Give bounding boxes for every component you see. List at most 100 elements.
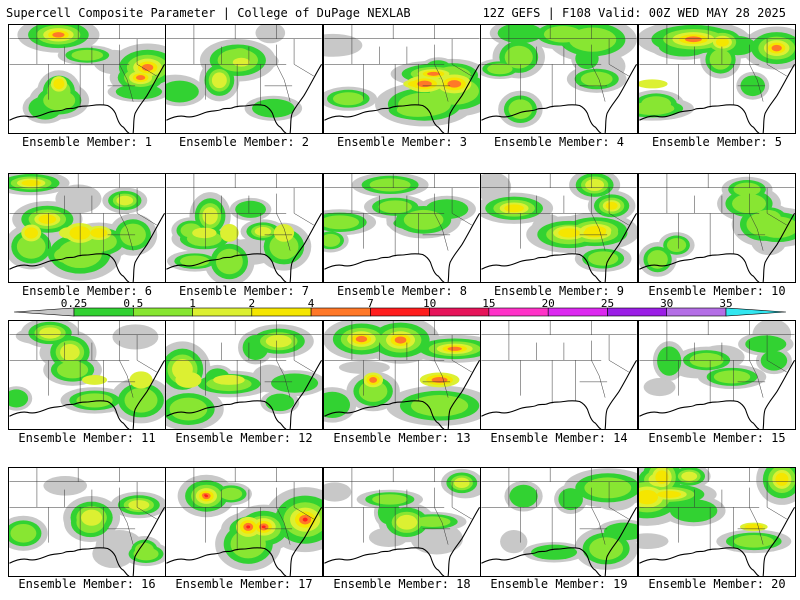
state-border bbox=[293, 187, 314, 226]
scp-blob bbox=[324, 33, 363, 57]
scp-blob bbox=[134, 542, 154, 558]
panel-map bbox=[481, 174, 637, 282]
scp-blob bbox=[302, 517, 308, 522]
scp-blob bbox=[657, 346, 682, 376]
scp-blob bbox=[713, 370, 751, 384]
scp-blob bbox=[454, 477, 470, 489]
scp-blob bbox=[332, 92, 364, 106]
scp-contour-layer bbox=[81, 500, 150, 526]
scp-blob bbox=[378, 200, 412, 214]
coastline bbox=[639, 506, 795, 576]
state-border bbox=[520, 507, 553, 551]
state-border bbox=[293, 481, 314, 520]
state-border bbox=[481, 360, 521, 396]
state-border bbox=[591, 193, 606, 251]
state-border bbox=[608, 481, 629, 520]
state-border bbox=[520, 213, 553, 257]
coastline bbox=[481, 359, 637, 429]
ensemble-member-label: Ensemble Member: 9 bbox=[493, 284, 625, 298]
state-border bbox=[520, 64, 553, 108]
scp-contour-layer bbox=[417, 71, 462, 88]
ensemble-member-label: Ensemble Member: 2 bbox=[178, 135, 310, 149]
state-border bbox=[451, 481, 472, 520]
ensemble-panel bbox=[480, 320, 638, 430]
scp-blob bbox=[81, 509, 103, 526]
state-border bbox=[520, 360, 553, 404]
ensemble-panel bbox=[8, 467, 166, 577]
scp-blob bbox=[128, 500, 150, 510]
state-border bbox=[136, 481, 157, 520]
scp-blob bbox=[771, 44, 782, 52]
coastline bbox=[324, 212, 480, 282]
panel-map bbox=[639, 321, 795, 429]
coastline bbox=[166, 506, 322, 576]
panel-map bbox=[481, 468, 637, 576]
scp-blob bbox=[655, 470, 669, 484]
scp-blob bbox=[369, 178, 411, 192]
scp-blob bbox=[76, 393, 113, 408]
scp-blob bbox=[213, 374, 245, 385]
scp-contour-layer bbox=[684, 36, 782, 52]
scp-blob bbox=[558, 228, 580, 238]
ensemble-member-label: Ensemble Member: 17 bbox=[175, 577, 313, 591]
colorbar-tick-label: 2 bbox=[248, 297, 256, 310]
state-border bbox=[293, 38, 314, 77]
scp-blob bbox=[202, 207, 218, 225]
scp-blob bbox=[733, 182, 761, 196]
state-border bbox=[678, 360, 711, 404]
scp-blob bbox=[81, 375, 108, 385]
scp-blob bbox=[411, 395, 469, 417]
scp-blob bbox=[324, 482, 352, 502]
model-valid-time: 12Z GEFS | F108 Valid: 00Z WED MAY 28 20… bbox=[482, 6, 786, 20]
ensemble-panel bbox=[638, 320, 796, 430]
scp-blob bbox=[647, 250, 668, 269]
colorbar-segment bbox=[666, 307, 727, 317]
colorbar-segment bbox=[488, 307, 549, 317]
scp-blob bbox=[639, 489, 658, 505]
colorbar-tick-label: 4 bbox=[307, 297, 315, 310]
coastline bbox=[9, 212, 165, 282]
scp-blob bbox=[265, 334, 292, 348]
ensemble-member-label: Ensemble Member: 11 bbox=[18, 431, 156, 445]
scp-blob bbox=[204, 494, 209, 498]
scp-blob bbox=[265, 393, 295, 412]
ensemble-panel bbox=[638, 173, 796, 283]
state-border bbox=[678, 507, 711, 551]
state-border bbox=[363, 213, 396, 257]
scp-blob bbox=[24, 227, 39, 239]
panel-map bbox=[9, 25, 165, 133]
scp-blob bbox=[219, 487, 243, 501]
state-border bbox=[119, 44, 134, 102]
ensemble-member-label: Ensemble Member: 13 bbox=[333, 431, 471, 445]
scp-contour-layer bbox=[39, 327, 153, 389]
coastline bbox=[481, 63, 637, 133]
state-border bbox=[749, 487, 764, 545]
colorbar-segment bbox=[251, 307, 312, 317]
state-border bbox=[276, 193, 291, 251]
colorbar-tick-label: 30 bbox=[660, 297, 674, 310]
scp-blob bbox=[639, 533, 669, 549]
scp-blob bbox=[396, 514, 418, 530]
scp-blob bbox=[43, 475, 87, 496]
scp-blob bbox=[255, 25, 286, 44]
scp-blob bbox=[358, 380, 388, 402]
scp-blob bbox=[681, 471, 698, 481]
panel-map bbox=[481, 25, 637, 133]
ensemble-member-label: Ensemble Member: 16 bbox=[18, 577, 156, 591]
coastline bbox=[166, 212, 322, 282]
map-title: Supercell Composite Parameter | College … bbox=[6, 6, 411, 20]
scp-blob bbox=[324, 215, 360, 230]
coastline bbox=[639, 63, 795, 133]
coastline bbox=[324, 359, 480, 429]
colorbar bbox=[0, 296, 800, 322]
state-border bbox=[434, 487, 449, 545]
scp-blob bbox=[324, 233, 341, 247]
ensemble-panel bbox=[323, 24, 481, 134]
scp-blob bbox=[589, 537, 624, 560]
scp-blob bbox=[235, 200, 266, 218]
ensemble-member-label: Ensemble Member: 4 bbox=[493, 135, 625, 149]
state-border bbox=[276, 340, 291, 398]
colorbar-segment bbox=[370, 307, 430, 317]
scp-blob bbox=[271, 373, 319, 393]
coastline bbox=[166, 63, 322, 133]
